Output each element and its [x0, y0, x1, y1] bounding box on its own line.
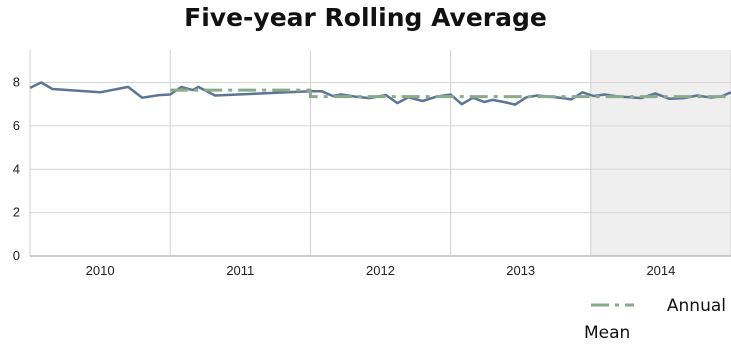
x-tick-label: 2013	[506, 263, 535, 278]
chart-title: Five-year Rolling Average	[184, 3, 547, 32]
y-tick-label: 2	[13, 205, 20, 220]
y-tick-label: 4	[13, 161, 20, 176]
shaded-region	[590, 50, 731, 256]
x-tick-label: 2010	[86, 263, 115, 278]
y-tick-label: 6	[13, 118, 20, 133]
series-line-annual-mean	[170, 88, 731, 99]
legend-label-line2: Mean	[584, 323, 630, 343]
legend-label-line1: Annual	[667, 296, 726, 316]
y-tick-label: 0	[13, 248, 20, 263]
x-tick-label: 2014	[646, 263, 675, 278]
x-tick-label: 2011	[226, 263, 254, 278]
y-tick-label: 8	[13, 75, 20, 90]
x-tick-label: 2012	[366, 263, 395, 278]
